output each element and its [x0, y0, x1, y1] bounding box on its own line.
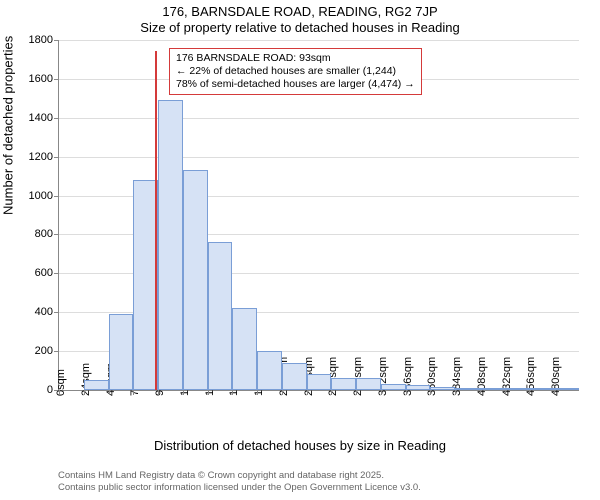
- histogram-bar: [554, 388, 579, 390]
- callout-property-size: 176 BARNSDALE ROAD: 93sqm: [176, 52, 415, 65]
- x-axis-label: Distribution of detached houses by size …: [0, 438, 600, 453]
- histogram-bar: [282, 363, 307, 390]
- histogram-bar: [307, 374, 332, 390]
- x-tick-label: 336sqm: [402, 357, 414, 396]
- x-tick-label: 480sqm: [550, 357, 562, 396]
- histogram-bar: [356, 378, 381, 390]
- property-marker-callout: 176 BARNSDALE ROAD: 93sqm ← 22% of detac…: [169, 48, 422, 95]
- histogram-plot-area: 176 BARNSDALE ROAD: 93sqm ← 22% of detac…: [58, 40, 579, 391]
- x-tick-label: 408sqm: [476, 357, 488, 396]
- histogram-bar: [455, 388, 480, 390]
- chart-title-line1: 176, BARNSDALE ROAD, READING, RG2 7JP: [0, 4, 600, 19]
- x-tick-label: 288sqm: [352, 357, 364, 396]
- histogram-bar: [529, 388, 554, 390]
- histogram-bar: [208, 242, 233, 390]
- footer-line2: Contains public sector information licen…: [58, 482, 421, 494]
- histogram-bar: [183, 170, 208, 390]
- x-tick-label: 432sqm: [501, 357, 513, 396]
- x-tick-label: 312sqm: [377, 357, 389, 396]
- x-tick-label: 0sqm: [55, 369, 67, 396]
- callout-smaller-pct: ← 22% of detached houses are smaller (1,…: [176, 65, 415, 78]
- attribution-footer: Contains HM Land Registry data © Crown c…: [58, 470, 421, 494]
- histogram-bar: [480, 388, 505, 390]
- y-axis-label: Number of detached properties: [1, 36, 16, 215]
- footer-line1: Contains HM Land Registry data © Crown c…: [58, 470, 421, 482]
- histogram-bar: [232, 308, 257, 390]
- histogram-bar: [331, 378, 356, 390]
- histogram-bar: [430, 387, 455, 390]
- histogram-bar: [109, 314, 134, 390]
- histogram-bar: [257, 351, 282, 390]
- histogram-bar: [381, 384, 406, 390]
- callout-larger-pct: 78% of semi-detached houses are larger (…: [176, 78, 415, 91]
- chart-title-line2: Size of property relative to detached ho…: [0, 20, 600, 35]
- histogram-bar: [505, 388, 530, 390]
- histogram-bar: [84, 380, 109, 390]
- histogram-bar: [158, 100, 183, 390]
- x-tick-label: 384sqm: [451, 357, 463, 396]
- x-tick-label: 360sqm: [426, 357, 438, 396]
- property-marker-line: [155, 51, 157, 391]
- x-tick-label: 456sqm: [525, 357, 537, 396]
- histogram-bar: [406, 385, 431, 390]
